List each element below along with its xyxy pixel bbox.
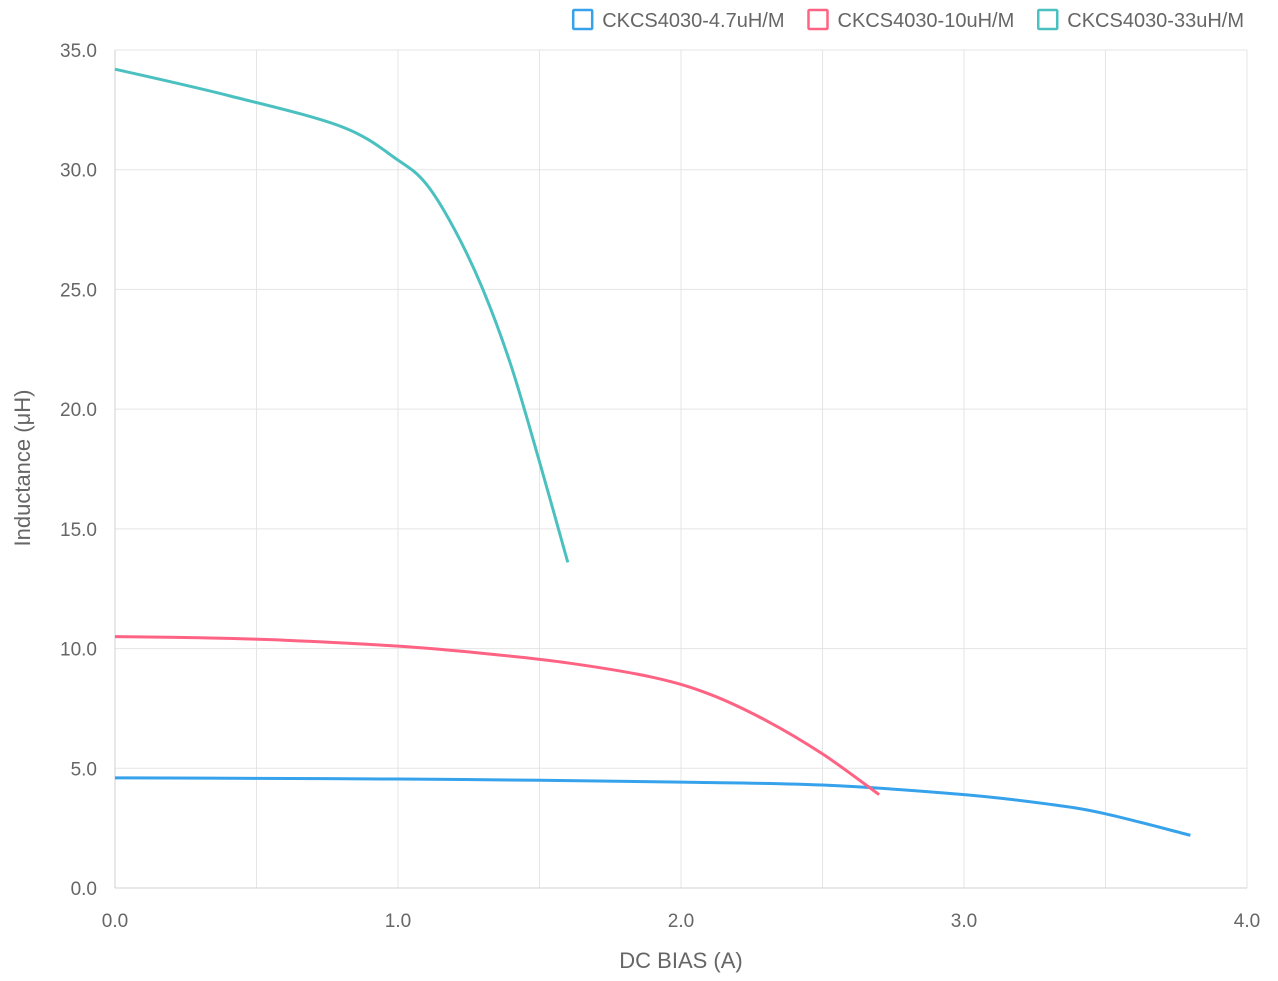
legend-swatch — [1037, 8, 1059, 31]
legend-swatch — [571, 8, 594, 31]
x-axis-title: DC BIAS (A) — [619, 948, 742, 973]
y-tick-label: 10.0 — [60, 640, 97, 661]
legend-label: CKCS4030-4.7uH/M — [602, 10, 784, 32]
x-tick-label: 0.0 — [102, 911, 128, 932]
x-tick-label: 2.0 — [668, 911, 694, 932]
y-tick-label: 5.0 — [71, 759, 97, 780]
legend-label: CKCS4030-10uH/M — [838, 10, 1015, 32]
grid-lines — [114, 49, 1248, 889]
series-line-1 — [114, 776, 1191, 837]
y-axis-title: Inductance (μH) — [10, 390, 35, 547]
series-line-2 — [114, 635, 880, 796]
x-tick-label: 1.0 — [385, 911, 411, 932]
legend: CKCS4030-4.7uH/M CKCS4030-10uH/M CKCS4030-… — [571, 8, 1244, 32]
legend-item[interactable]: CKCS4030-4.7uH/M — [571, 8, 785, 32]
y-tick-label: 30.0 — [60, 161, 97, 182]
series-line-3 — [114, 67, 570, 563]
series-lines — [114, 67, 1191, 837]
legend-swatch — [807, 8, 829, 31]
legend-label: CKCS4030-33uH/M — [1067, 10, 1244, 32]
y-tick-label: 25.0 — [60, 280, 97, 301]
legend-item[interactable]: CKCS4030-33uH/M — [1037, 8, 1244, 32]
axes: 0.0 5.0 10.0 15.0 20.0 25.0 30.0 35.0 0.0 1.0 2.0 3… — [60, 41, 1260, 932]
y-tick-label: 0.0 — [71, 879, 97, 900]
y-tick-label: 35.0 — [60, 41, 97, 62]
y-tick-label: 20.0 — [60, 400, 97, 421]
y-tick-label: 15.0 — [60, 520, 97, 541]
x-tick-label: 3.0 — [951, 911, 977, 932]
x-tick-label: 4.0 — [1234, 911, 1260, 932]
legend-item[interactable]: CKCS4030-10uH/M — [807, 8, 1015, 32]
